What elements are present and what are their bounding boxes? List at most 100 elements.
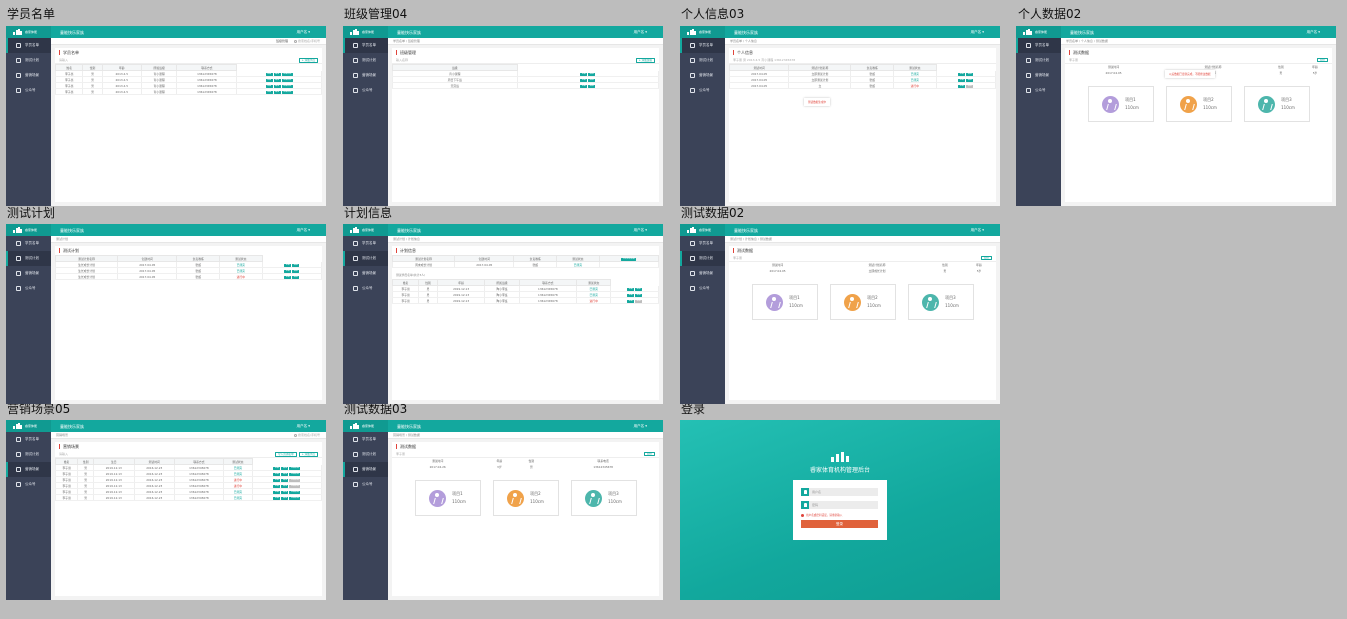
action-button[interactable]: 查看数据 [281, 79, 293, 82]
add-button[interactable]: + 添加学员 [298, 451, 318, 457]
sidebar-item-0[interactable]: 学员名单 [1016, 38, 1061, 53]
filter-input[interactable]: 李子豪 男 2013.4.5 育小课程 13612345678 [733, 58, 796, 62]
sidebar-item-3[interactable]: 公众号 [343, 281, 388, 296]
password-field[interactable]: 密码 [801, 501, 878, 509]
sidebar-item-2[interactable]: 营销场景 [680, 266, 725, 281]
login-button[interactable]: 登录 [801, 520, 878, 528]
sidebar-item-1[interactable]: 测试计划 [343, 447, 388, 462]
sidebar-item-0[interactable]: 学员名单 [343, 432, 388, 447]
action-button[interactable]: 编辑 [281, 473, 289, 476]
sidebar-item-2[interactable]: 营销场景 [343, 266, 388, 281]
sidebar-item-0[interactable]: 学员名单 [6, 236, 51, 251]
sidebar-item-1[interactable]: 测试计划 [1016, 53, 1061, 68]
action-button[interactable]: 查看数据 [289, 491, 301, 494]
action-button[interactable]: 查看数据 [289, 485, 301, 488]
sidebar-item-0[interactable]: 学员名单 [680, 236, 725, 251]
sidebar-item-1[interactable]: 测试计划 [6, 251, 51, 266]
action-button[interactable]: 查看 [273, 473, 281, 476]
user-menu[interactable]: 用户名 ▾ [633, 228, 647, 232]
action-button[interactable]: 编辑 [292, 276, 300, 279]
action-button[interactable]: 查看 [265, 72, 273, 76]
action-button[interactable]: 编辑 [588, 79, 596, 82]
action-button[interactable]: 编辑 [966, 79, 974, 82]
sidebar-item-3[interactable]: 公众号 [6, 83, 51, 98]
search-box[interactable]: 搜索姓名/手机号 [293, 39, 320, 43]
user-menu[interactable]: 用户名 ▾ [970, 30, 984, 34]
action-button[interactable]: 查看 [958, 79, 966, 82]
action-button[interactable]: 查看数据 [289, 479, 301, 482]
sidebar-item-2[interactable]: 营销场景 [343, 68, 388, 83]
action-button[interactable]: 查看 [958, 85, 966, 88]
action-button[interactable]: 查看数据 [289, 466, 301, 470]
sidebar-item-3[interactable]: 公众号 [1016, 83, 1061, 98]
action-button[interactable]: 查看 [273, 491, 281, 494]
sidebar-item-1[interactable]: 测试计划 [6, 447, 51, 462]
sidebar-item-3[interactable]: 公众号 [680, 83, 725, 98]
export-button[interactable]: 导出 [643, 452, 655, 456]
class-manage-link[interactable]: 班级管理 [275, 39, 288, 43]
action-button[interactable]: 编辑 [281, 466, 289, 470]
action-button[interactable]: 查看 [284, 263, 292, 267]
sidebar-item-1[interactable]: 测试计划 [343, 251, 388, 266]
export-button[interactable]: 导出测试数据 [621, 258, 637, 261]
add-button[interactable]: + 添加学员 [298, 57, 318, 63]
action-button[interactable]: 编辑 [281, 497, 289, 500]
action-button[interactable]: 编辑 [281, 479, 289, 482]
sidebar-item-3[interactable]: 公众号 [343, 477, 388, 492]
action-button[interactable]: 查看数据 [281, 85, 293, 88]
username-field[interactable]: 用户名 [801, 488, 878, 496]
action-button[interactable]: 编辑 [588, 85, 596, 88]
action-button[interactable]: 编辑 [281, 485, 289, 488]
sidebar-item-2[interactable]: 营销场景 [680, 68, 725, 83]
action-button[interactable]: 查看 [284, 276, 292, 279]
export-button[interactable]: 导出 [980, 256, 992, 260]
sidebar-item-0[interactable]: 学员名单 [343, 38, 388, 53]
sidebar-item-2[interactable]: 营销场景 [343, 462, 388, 477]
action-button[interactable]: 编辑 [273, 72, 281, 76]
action-button[interactable]: 查看 [627, 300, 635, 303]
sidebar-item-1[interactable]: 测试计划 [343, 53, 388, 68]
action-button[interactable]: 查看 [273, 466, 281, 470]
action-button[interactable]: 查看 [284, 270, 292, 273]
action-button[interactable]: 查看 [273, 485, 281, 488]
sidebar-item-0[interactable]: 学员名单 [343, 236, 388, 251]
action-button[interactable]: 查看 [273, 497, 281, 500]
sidebar-item-2[interactable]: 营销场景 [6, 68, 51, 83]
action-button[interactable]: 查看 [273, 479, 281, 482]
user-menu[interactable]: 用户名 ▾ [296, 424, 310, 428]
action-button[interactable]: 查看 [580, 85, 588, 88]
action-button[interactable]: 查看 [627, 294, 635, 297]
action-button[interactable]: 查看 [580, 79, 588, 82]
action-button[interactable]: 查看数据 [289, 473, 301, 476]
sidebar-item-1[interactable]: 测试计划 [680, 251, 725, 266]
filter-input[interactable]: 请输入 [59, 58, 69, 62]
sidebar-item-3[interactable]: 公众号 [680, 281, 725, 296]
action-button[interactable]: 编辑 [273, 79, 281, 82]
action-button[interactable]: 查看 [958, 72, 966, 76]
action-button[interactable]: 查看数据 [281, 91, 293, 94]
sidebar-item-1[interactable]: 测试计划 [680, 53, 725, 68]
sidebar-item-3[interactable]: 公众号 [6, 477, 51, 492]
action-button[interactable]: 编辑 [635, 287, 643, 291]
sidebar-item-1[interactable]: 测试计划 [6, 53, 51, 68]
filter-input[interactable]: 输入名称 [396, 58, 409, 62]
sidebar-item-3[interactable]: 公众号 [6, 281, 51, 296]
action-button[interactable]: 编辑 [292, 263, 300, 267]
action-button[interactable]: 编辑 [273, 85, 281, 88]
action-button[interactable]: 查看 [265, 85, 273, 88]
action-button[interactable]: 查看数据 [289, 497, 301, 500]
user-menu[interactable]: 用户名 ▾ [296, 228, 310, 232]
action-button[interactable]: 查看 [627, 287, 635, 291]
user-menu[interactable]: 用户名 ▾ [970, 228, 984, 232]
add-button[interactable]: + 添加班级 [635, 57, 655, 63]
export-button[interactable]: 导出 [1316, 58, 1328, 62]
sidebar-item-2[interactable]: 营销场景 [6, 266, 51, 281]
user-menu[interactable]: 用户名 ▾ [1306, 30, 1320, 34]
sidebar-item-3[interactable]: 公众号 [343, 83, 388, 98]
action-button[interactable]: 编辑 [281, 491, 289, 494]
sidebar-item-2[interactable]: 营销场景 [1016, 68, 1061, 83]
import-button[interactable]: 导入营销名单 [275, 451, 297, 457]
sidebar-item-0[interactable]: 学员名单 [6, 432, 51, 447]
filter-input[interactable]: 请输入 [59, 452, 69, 456]
action-button[interactable]: 编辑 [635, 294, 643, 297]
